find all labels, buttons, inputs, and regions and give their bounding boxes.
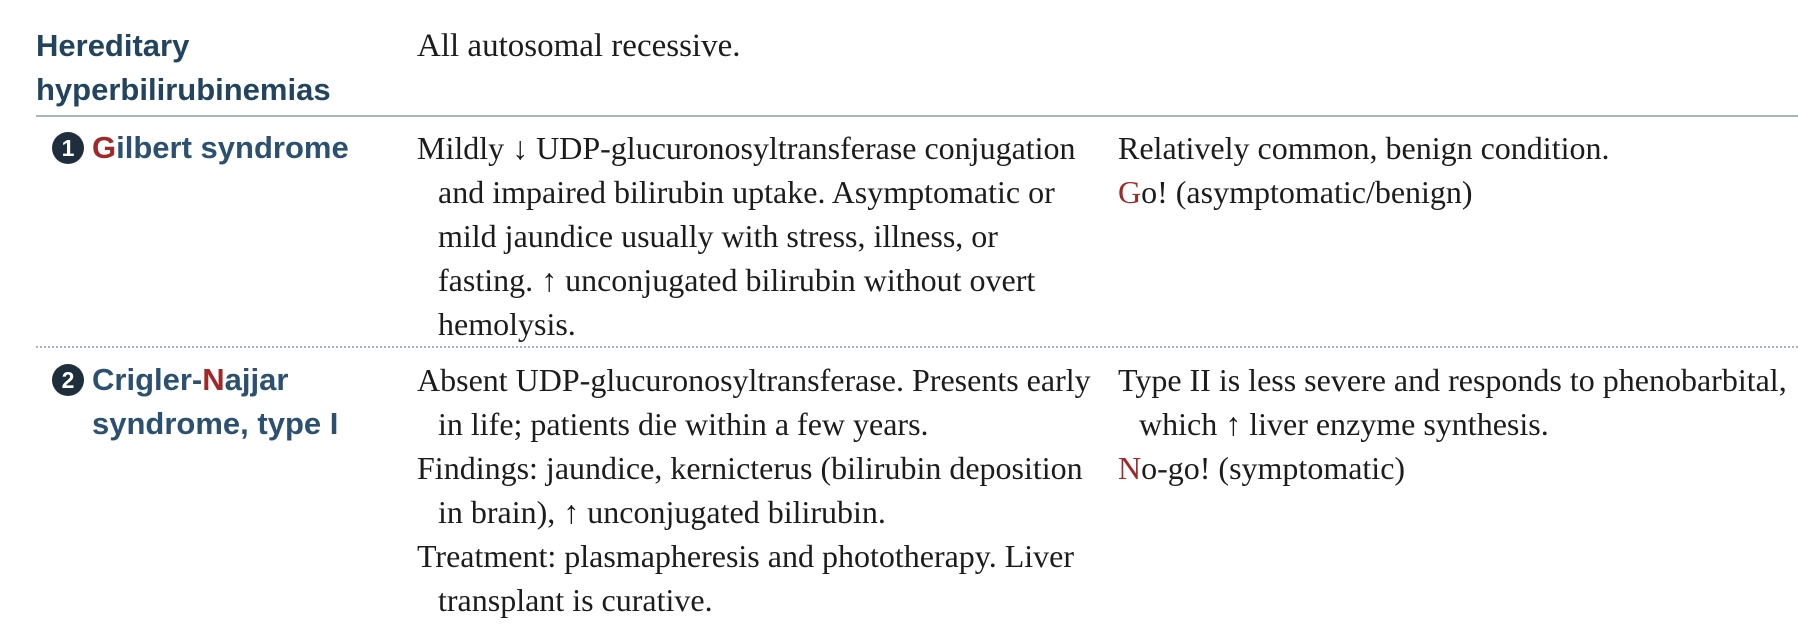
note-text: Type II is less severe and responds to p… — [1118, 362, 1787, 442]
treatment-paragraph: Treatment: plasmapheresis and photothera… — [417, 538, 1075, 618]
mnemonic-letter: G — [1118, 174, 1142, 210]
note-paragraph: Go! (asymptomatic/benign) — [1118, 170, 1798, 214]
syndrome-name-post: ajjar syndrome, type I — [92, 362, 339, 441]
note-paragraph: Relatively common, benign condition. — [1118, 126, 1798, 170]
description-paragraph: Mildly ↓ UDP-glucuronosyltransferase con… — [417, 130, 1076, 342]
mnemonic-letter: N — [202, 362, 225, 397]
note-text: o-go! (symptomatic) — [1141, 450, 1406, 486]
section-intro: All autosomal recessive. — [417, 28, 741, 64]
row-divider — [36, 346, 1798, 348]
circled-number-one-icon: 1 — [52, 132, 84, 164]
row-notes-gilbert: Relatively common, benign condition. Go!… — [1118, 126, 1798, 214]
row-label-crigler-najjar: 2 Crigler-Najjar syndrome, type I — [52, 358, 382, 446]
findings-paragraph: Findings: jaundice, kernicterus (bilirub… — [417, 450, 1083, 530]
section-heading: Hereditary hyperbilirubinemias — [36, 28, 331, 107]
circled-number-two-icon: 2 — [52, 364, 84, 396]
mnemonic-letter: N — [1118, 450, 1142, 486]
note-text: o! (asymptomatic/benign) — [1141, 174, 1473, 210]
syndrome-name: Gilbert syndrome — [92, 126, 382, 170]
row-notes-crigler-najjar: Type II is less severe and responds to p… — [1118, 358, 1798, 490]
syndrome-name-rest: ilbert syndrome — [116, 130, 349, 165]
header-divider — [36, 115, 1798, 117]
row-description-crigler-najjar: Absent UDP-glucuronosyltransferase. Pres… — [417, 358, 1097, 622]
description-paragraph: Absent UDP-glucuronosyltransferase. Pres… — [417, 362, 1091, 442]
syndrome-name: Crigler-Najjar syndrome, type I — [92, 358, 382, 446]
syndrome-name-pre: Crigler- — [92, 362, 203, 397]
row-description-gilbert: Mildly ↓ UDP-glucuronosyltransferase con… — [417, 126, 1097, 346]
note-paragraph: No-go! (symptomatic) — [1118, 446, 1798, 490]
row-label-gilbert: 1 Gilbert syndrome — [52, 126, 382, 170]
mnemonic-letter: G — [92, 130, 117, 165]
note-paragraph: Type II is less severe and responds to p… — [1118, 358, 1798, 446]
note-text: Relatively common, benign condition. — [1118, 130, 1610, 166]
